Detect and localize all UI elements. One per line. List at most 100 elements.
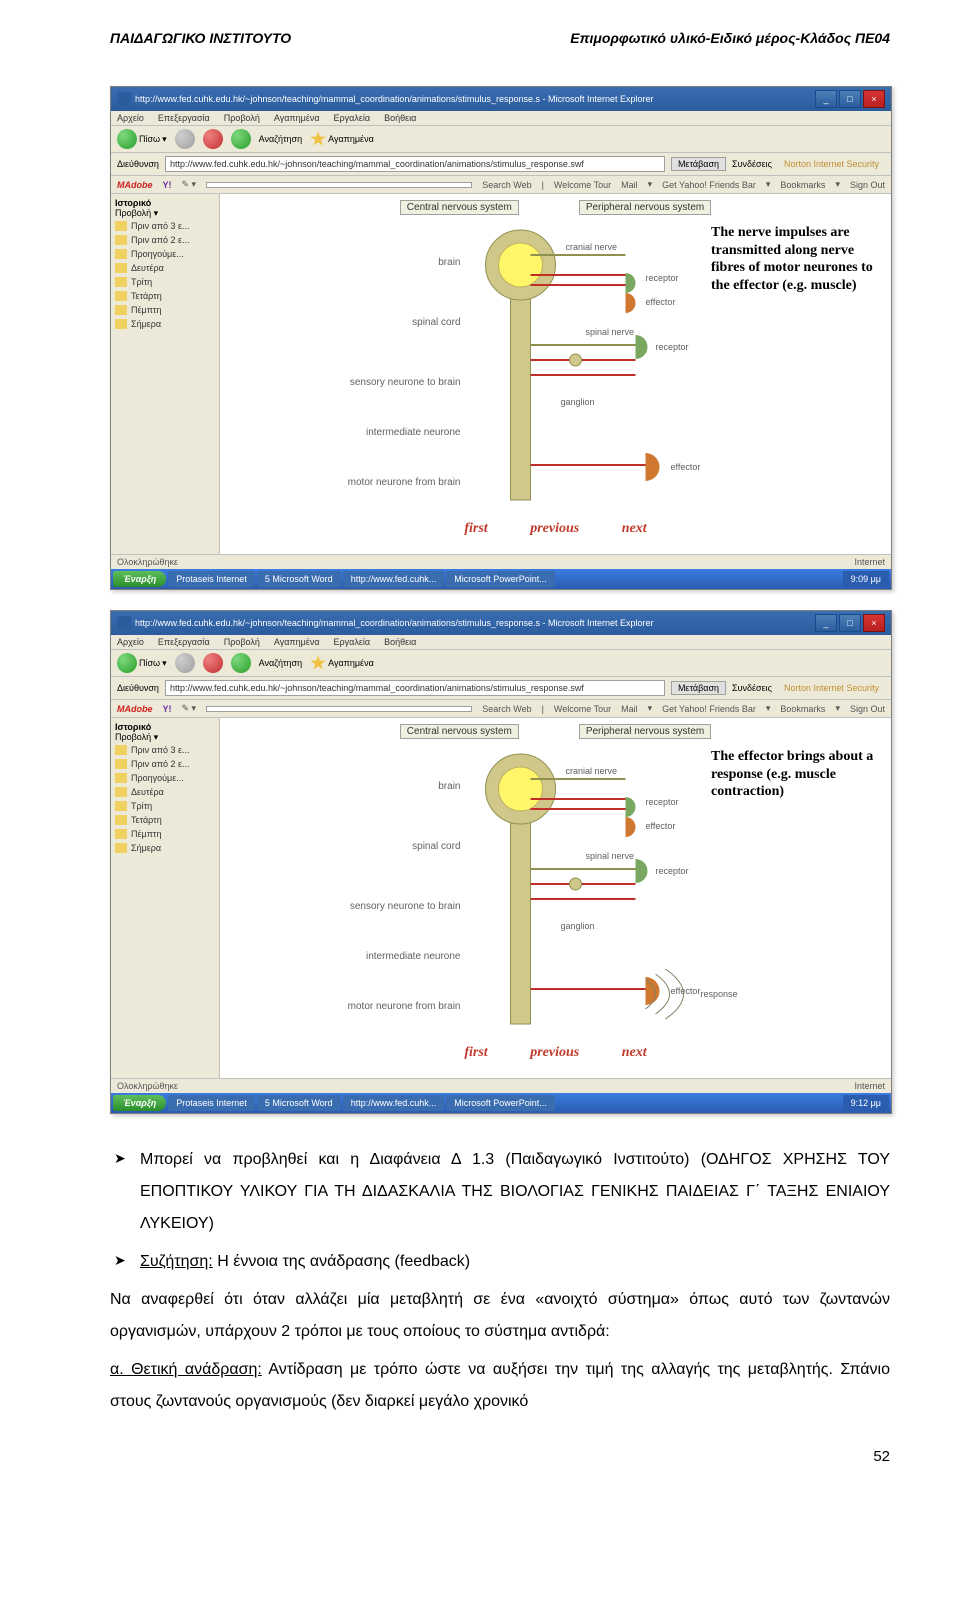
menu-item[interactable]: Αγαπημένα (274, 637, 320, 647)
go-button[interactable]: Μετάβαση (671, 157, 726, 171)
history-item[interactable]: Πέμπτη (115, 827, 215, 841)
history-view[interactable]: Προβολή ▾ (115, 208, 215, 219)
menu-item[interactable]: Προβολή (224, 113, 260, 123)
first-button[interactable]: first (464, 1045, 487, 1060)
task-item[interactable]: Microsoft PowerPoint... (446, 1095, 555, 1111)
history-item[interactable]: Τρίτη (115, 799, 215, 813)
menu-item[interactable]: Επεξεργασία (158, 113, 210, 123)
address-input[interactable]: http://www.fed.cuhk.edu.hk/~johnson/teac… (165, 156, 665, 172)
previous-button[interactable]: previous (530, 521, 579, 536)
stop-button[interactable] (203, 129, 223, 149)
folder-icon (115, 291, 127, 301)
menu-item[interactable]: Επεξεργασία (158, 637, 210, 647)
history-item[interactable]: Τετάρτη (115, 813, 215, 827)
menu-item[interactable]: Αρχείο (117, 113, 144, 123)
menu-item[interactable]: Εργαλεία (334, 113, 371, 123)
task-item[interactable]: Microsoft PowerPoint... (446, 571, 555, 587)
menu-item[interactable]: Εργαλεία (334, 637, 371, 647)
diagram-area: Central nervous system Peripheral nervou… (220, 194, 891, 554)
yahoo-item[interactable]: Search Web (482, 180, 531, 190)
back-button[interactable]: Πίσω ▾ (117, 129, 167, 149)
menu-item[interactable]: Αρχείο (117, 637, 144, 647)
history-item[interactable]: Προηγούμε... (115, 247, 215, 261)
history-item[interactable]: Πριν από 2 ε... (115, 757, 215, 771)
yahoo-item[interactable]: Mail (621, 180, 638, 190)
previous-button[interactable]: previous (530, 1045, 579, 1060)
reload-button[interactable] (231, 653, 251, 673)
forward-button[interactable] (175, 653, 195, 673)
history-item[interactable]: Σήμερα (115, 317, 215, 331)
next-button[interactable]: next (622, 521, 647, 536)
svg-text:cranial nerve: cranial nerve (566, 766, 618, 776)
history-title: Ιστορικό (115, 198, 215, 208)
menu-item[interactable]: Αγαπημένα (274, 113, 320, 123)
start-button[interactable]: Έναρξη (113, 1095, 166, 1111)
status-right: Internet (854, 1081, 885, 1091)
history-item[interactable]: Πέμπτη (115, 303, 215, 317)
first-button[interactable]: first (464, 521, 487, 536)
history-item[interactable]: Πριν από 2 ε... (115, 233, 215, 247)
yahoo-item[interactable]: Mail (621, 704, 638, 714)
maximize-button[interactable]: □ (839, 90, 861, 108)
links-label[interactable]: Συνδέσεις (732, 159, 772, 169)
yahoo-item[interactable]: Bookmarks (780, 180, 825, 190)
address-input[interactable]: http://www.fed.cuhk.edu.hk/~johnson/teac… (165, 680, 665, 696)
history-view[interactable]: Προβολή ▾ (115, 732, 215, 743)
status-left: Ολοκληρώθηκε (117, 557, 178, 567)
yahoo-item[interactable]: Get Yahoo! Friends Bar (662, 704, 756, 714)
close-button[interactable]: × (863, 90, 885, 108)
menu-item[interactable]: Βοήθεια (384, 637, 416, 647)
go-button[interactable]: Μετάβαση (671, 681, 726, 695)
history-item[interactable]: Τρίτη (115, 275, 215, 289)
yahoo-item[interactable]: Bookmarks (780, 704, 825, 714)
yahoo-item[interactable]: Sign Out (850, 180, 885, 190)
task-item[interactable]: 5 Microsoft Word (257, 1095, 341, 1111)
history-item[interactable]: Προηγούμε... (115, 771, 215, 785)
back-button[interactable]: Πίσω ▾ (117, 653, 167, 673)
stop-button[interactable] (203, 653, 223, 673)
close-button[interactable]: × (863, 614, 885, 632)
history-item[interactable]: Σήμερα (115, 841, 215, 855)
status-left: Ολοκληρώθηκε (117, 1081, 178, 1091)
task-item[interactable]: http://www.fed.cuhk... (343, 1095, 445, 1111)
yahoo-search[interactable] (206, 706, 472, 712)
search-button[interactable]: Αναζήτηση (259, 134, 302, 144)
svg-text:spinal cord: spinal cord (412, 317, 460, 328)
history-item[interactable]: Πριν από 3 ε... (115, 743, 215, 757)
svg-text:receptor: receptor (646, 273, 679, 283)
menu-item[interactable]: Βοήθεια (384, 113, 416, 123)
yahoo-item[interactable]: Search Web (482, 704, 531, 714)
task-item[interactable]: Protaseis Internet (168, 571, 255, 587)
minimize-button[interactable]: _ (815, 614, 837, 632)
history-item[interactable]: Πριν από 3 ε... (115, 219, 215, 233)
yahoo-item[interactable]: Welcome Tour (554, 180, 611, 190)
start-button[interactable]: Έναρξη (113, 571, 166, 587)
history-item[interactable]: Τετάρτη (115, 289, 215, 303)
yahoo-item[interactable]: Sign Out (850, 704, 885, 714)
folder-icon (115, 263, 127, 273)
favorites-button[interactable]: Αγαπημένα (310, 655, 374, 671)
norton-label[interactable]: Norton Internet Security (778, 683, 885, 693)
yahoo-item[interactable]: Welcome Tour (554, 704, 611, 714)
menu-item[interactable]: Προβολή (224, 637, 260, 647)
links-label[interactable]: Συνδέσεις (732, 683, 772, 693)
forward-button[interactable] (175, 129, 195, 149)
task-item[interactable]: Protaseis Internet (168, 1095, 255, 1111)
task-item[interactable]: http://www.fed.cuhk... (343, 571, 445, 587)
next-button[interactable]: next (622, 1045, 647, 1060)
yahoo-icon[interactable]: Y! (163, 180, 172, 190)
yahoo-icon[interactable]: Y! (163, 704, 172, 714)
minimize-button[interactable]: _ (815, 90, 837, 108)
yahoo-search[interactable] (206, 182, 472, 188)
norton-label[interactable]: Norton Internet Security (778, 159, 885, 169)
task-item[interactable]: 5 Microsoft Word (257, 571, 341, 587)
search-button[interactable]: Αναζήτηση (259, 658, 302, 668)
yahoo-item[interactable]: Get Yahoo! Friends Bar (662, 180, 756, 190)
maximize-button[interactable]: □ (839, 614, 861, 632)
history-item[interactable]: Δευτέρα (115, 261, 215, 275)
favorites-button[interactable]: Αγαπημένα (310, 131, 374, 147)
reload-button[interactable] (231, 129, 251, 149)
diagram-caption: The effector brings about a response (e.… (711, 748, 881, 801)
toolbar: Πίσω ▾ Αναζήτηση Αγαπημένα (111, 126, 891, 153)
history-item[interactable]: Δευτέρα (115, 785, 215, 799)
